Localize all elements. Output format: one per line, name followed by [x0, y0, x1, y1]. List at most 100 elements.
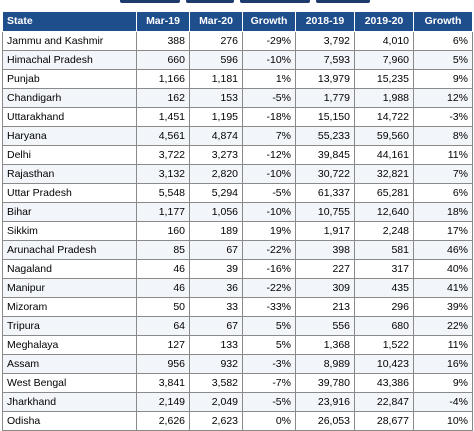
mar-20-cell: 189	[189, 221, 243, 241]
fy-2019-20-cell: 44,161	[354, 145, 414, 165]
mar-20-cell: 3,273	[189, 145, 243, 165]
annual-growth-cell: 12%	[413, 88, 473, 108]
mar-19-cell: 1,166	[136, 69, 190, 89]
annual-growth-cell: 22%	[413, 316, 473, 336]
state-cell: Assam	[2, 354, 137, 374]
fy-2019-20-cell: 43,386	[354, 373, 414, 393]
mar-19-cell: 162	[136, 88, 190, 108]
annual-growth-cell: 9%	[413, 69, 473, 89]
fy-2019-20-cell: 1,522	[354, 335, 414, 355]
header-row: State Mar-19 Mar-20 Growth 2018-19 2019-…	[2, 11, 473, 32]
table-row: Arunachal Pradesh 85 67 -22% 398 581 46%	[2, 240, 473, 260]
annual-growth-cell: 6%	[413, 31, 473, 51]
state-cell: Himachal Pradesh	[2, 50, 137, 70]
table-row: Rajasthan 3,132 2,820 -10% 30,722 32,821 7%	[2, 164, 473, 184]
monthly-growth-cell: -5%	[242, 88, 296, 108]
table-row: Odisha 2,626 2,623 0% 26,053 28,677 10%	[2, 411, 473, 431]
annual-growth-cell: 46%	[413, 240, 473, 260]
state-cell: West Bengal	[2, 373, 137, 393]
table-row: Tripura 64 67 5% 556 680 22%	[2, 316, 473, 336]
header-mar-19: Mar-19	[136, 11, 190, 32]
table-row: Himachal Pradesh 660 596 -10% 7,593 7,960 5%	[2, 50, 473, 70]
table-row: Assam 956 932 -3% 8,989 10,423 16%	[2, 354, 473, 374]
monthly-growth-cell: -10%	[242, 164, 296, 184]
fy-2019-20-cell: 7,960	[354, 50, 414, 70]
annual-growth-cell: 9%	[413, 373, 473, 393]
mar-19-cell: 4,561	[136, 126, 190, 146]
annual-growth-cell: 17%	[413, 221, 473, 241]
state-cell: Arunachal Pradesh	[2, 240, 137, 260]
state-cell: Jammu and Kashmir	[2, 31, 137, 51]
mar-19-cell: 1,451	[136, 107, 190, 127]
fy-2019-20-cell: 22,847	[354, 392, 414, 412]
fy-2018-19-cell: 13,979	[295, 69, 355, 89]
monthly-growth-cell: -16%	[242, 259, 296, 279]
state-cell: Punjab	[2, 69, 137, 89]
fy-2018-19-cell: 398	[295, 240, 355, 260]
annual-growth-cell: 40%	[413, 259, 473, 279]
header-growth-monthly: Growth	[242, 11, 296, 32]
state-cell: Bihar	[2, 202, 137, 222]
mar-19-cell: 5,548	[136, 183, 190, 203]
monthly-growth-cell: -33%	[242, 297, 296, 317]
fy-2018-19-cell: 1,779	[295, 88, 355, 108]
table-row: Chandigarh 162 153 -5% 1,779 1,988 12%	[2, 88, 473, 108]
fy-2018-19-cell: 30,722	[295, 164, 355, 184]
table-row: West Bengal 3,841 3,582 -7% 39,780 43,386 9%	[2, 373, 473, 393]
annual-growth-cell: 8%	[413, 126, 473, 146]
table-row: Punjab 1,166 1,181 1% 13,979 15,235 9%	[2, 69, 473, 89]
mar-20-cell: 33	[189, 297, 243, 317]
mar-19-cell: 160	[136, 221, 190, 241]
state-cell: Uttar Pradesh	[2, 183, 137, 203]
fy-2018-19-cell: 1,368	[295, 335, 355, 355]
fy-2018-19-cell: 55,233	[295, 126, 355, 146]
state-cell: Nagaland	[2, 259, 137, 279]
mar-20-cell: 2,623	[189, 411, 243, 431]
state-cell: Tripura	[2, 316, 137, 336]
mar-19-cell: 660	[136, 50, 190, 70]
mar-20-cell: 2,049	[189, 392, 243, 412]
mar-20-cell: 67	[189, 240, 243, 260]
mar-20-cell: 276	[189, 31, 243, 51]
annual-growth-cell: 39%	[413, 297, 473, 317]
mar-20-cell: 3,582	[189, 373, 243, 393]
mar-19-cell: 388	[136, 31, 190, 51]
table-row: Uttar Pradesh 5,548 5,294 -5% 61,337 65,281 6%	[2, 183, 473, 203]
mar-19-cell: 956	[136, 354, 190, 374]
header-2018-19: 2018-19	[295, 11, 355, 32]
fy-2018-19-cell: 309	[295, 278, 355, 298]
monthly-growth-cell: -22%	[242, 278, 296, 298]
mar-20-cell: 2,820	[189, 164, 243, 184]
annual-growth-cell: 5%	[413, 50, 473, 70]
state-data-table: State Mar-19 Mar-20 Growth 2018-19 2019-…	[2, 11, 473, 431]
fy-2019-20-cell: 2,248	[354, 221, 414, 241]
table-body: Jammu and Kashmir 388 276 -29% 3,792 4,010 6% H…	[2, 31, 473, 431]
fy-2019-20-cell: 15,235	[354, 69, 414, 89]
mar-19-cell: 2,626	[136, 411, 190, 431]
fy-2018-19-cell: 39,780	[295, 373, 355, 393]
fy-2018-19-cell: 23,916	[295, 392, 355, 412]
annual-growth-cell: 6%	[413, 183, 473, 203]
table-row: Delhi 3,722 3,273 -12% 39,845 44,161 11%	[2, 145, 473, 165]
state-cell: Meghalaya	[2, 335, 137, 355]
fy-2018-19-cell: 8,989	[295, 354, 355, 374]
monthly-growth-cell: -10%	[242, 50, 296, 70]
fy-2018-19-cell: 3,792	[295, 31, 355, 51]
state-cell: Haryana	[2, 126, 137, 146]
monthly-growth-cell: -7%	[242, 373, 296, 393]
monthly-growth-cell: 19%	[242, 221, 296, 241]
monthly-growth-cell: -12%	[242, 145, 296, 165]
monthly-growth-cell: -3%	[242, 354, 296, 374]
fy-2018-19-cell: 26,053	[295, 411, 355, 431]
mar-19-cell: 3,722	[136, 145, 190, 165]
monthly-growth-cell: -29%	[242, 31, 296, 51]
annual-growth-cell: 41%	[413, 278, 473, 298]
mar-20-cell: 67	[189, 316, 243, 336]
mar-20-cell: 596	[189, 50, 243, 70]
state-cell: Delhi	[2, 145, 137, 165]
monthly-growth-cell: -5%	[242, 392, 296, 412]
table-row: Bihar 1,177 1,056 -10% 10,755 12,640 18%	[2, 202, 473, 222]
mar-20-cell: 1,056	[189, 202, 243, 222]
state-cell: Mizoram	[2, 297, 137, 317]
table-row: Jammu and Kashmir 388 276 -29% 3,792 4,010 6%	[2, 31, 473, 51]
